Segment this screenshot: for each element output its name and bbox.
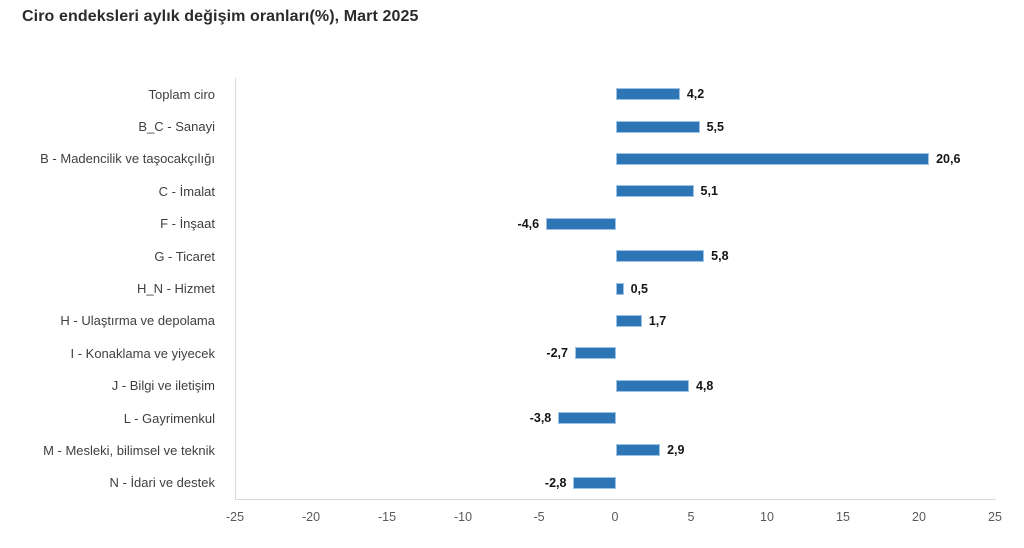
x-axis-tick-label: 0 (611, 510, 619, 524)
chart-title: Ciro endeksleri aylık değişim oranları(%… (22, 8, 419, 25)
x-axis-tick-label: -10 (453, 510, 473, 524)
chart-row: 4,8 (236, 370, 996, 402)
x-axis-tick-label: -5 (533, 510, 545, 524)
x-axis-tick-label: 15 (836, 510, 850, 524)
x-axis-tick-label: 10 (760, 510, 774, 524)
value-label: -4,6 (517, 216, 540, 231)
value-label: 5,5 (706, 119, 724, 134)
x-axis-ticks: -25 -20 -15 -10 -5 0 5 10 15 20 25 (226, 506, 1002, 528)
chart-row: 20,6 (236, 143, 996, 175)
chart-row: 5,8 (236, 240, 996, 272)
value-label: -3,8 (529, 411, 552, 426)
category-labels: Toplam ciro B_C - Sanayi B - Madencilik ve… (0, 78, 225, 499)
category-label: Toplam ciro (148, 86, 215, 102)
chart-row: 1,7 (236, 305, 996, 337)
value-label: 5,1 (700, 184, 718, 199)
category-label: B - Madencilik ve taşocakçılığı (40, 151, 215, 167)
category-label: J - Bilgi ve iletişim (111, 378, 215, 394)
chart-row: -2,8 (236, 467, 996, 499)
value-label: 5,8 (711, 249, 729, 264)
bar (616, 152, 930, 165)
category-label: B_C - Sanayi (138, 119, 215, 135)
bar (558, 412, 616, 425)
plot-area: 4,2 5,5 20,6 5,1 -4,6 5,8 0,5 1,7 -2,7 4,8 -3,8 2,9… (235, 78, 996, 500)
value-label: -2,8 (544, 475, 567, 490)
bar (616, 185, 694, 198)
bar (616, 282, 624, 295)
chart-row: -4,6 (236, 208, 996, 240)
category-label: F - İnşaat (160, 216, 215, 232)
chart-row: 0,5 (236, 272, 996, 304)
category-label: N - İdari ve destek (109, 475, 216, 491)
category-label: I - Konaklama ve yiyecek (70, 345, 215, 361)
value-label: 20,6 (936, 151, 961, 166)
category-label: C - İmalat (158, 183, 215, 199)
value-label: 0,5 (630, 281, 648, 296)
value-label: 4,2 (686, 87, 705, 102)
bar (616, 314, 642, 327)
value-label: 1,7 (648, 313, 667, 328)
chart-row: 5,1 (236, 175, 996, 207)
chart-row: 4,2 (236, 78, 996, 110)
category-label: H - Ulaştırma ve depolama (60, 313, 215, 329)
category-label: L - Gayrimenkul (123, 410, 215, 426)
value-label: 2,9 (667, 443, 685, 458)
value-label: -2,7 (546, 346, 568, 361)
x-axis-tick-label: -20 (301, 510, 321, 524)
bar (616, 444, 661, 457)
x-axis-tick-label: 5 (687, 510, 695, 524)
chart-row: 2,9 (236, 434, 996, 466)
chart-row: 5,5 (236, 110, 996, 142)
bar (616, 88, 680, 101)
category-label: M - Mesleki, bilimsel ve teknik (43, 442, 215, 458)
bar (574, 347, 616, 360)
x-axis-tick-label: 20 (912, 510, 926, 524)
x-axis-tick-label: 25 (988, 510, 1002, 524)
category-label: G - Ticaret (154, 248, 215, 264)
chart-row: -3,8 (236, 402, 996, 434)
chart-row: -2,7 (236, 337, 996, 369)
bar (616, 379, 689, 392)
bar (546, 217, 616, 230)
bar (616, 120, 700, 133)
bar (573, 476, 616, 489)
x-axis-tick-label: -25 (225, 510, 245, 524)
category-label: H_N - Hizmet (136, 281, 215, 297)
value-label: 4,8 (695, 378, 714, 393)
bar (616, 250, 705, 263)
x-axis-tick-label: -15 (377, 510, 397, 524)
